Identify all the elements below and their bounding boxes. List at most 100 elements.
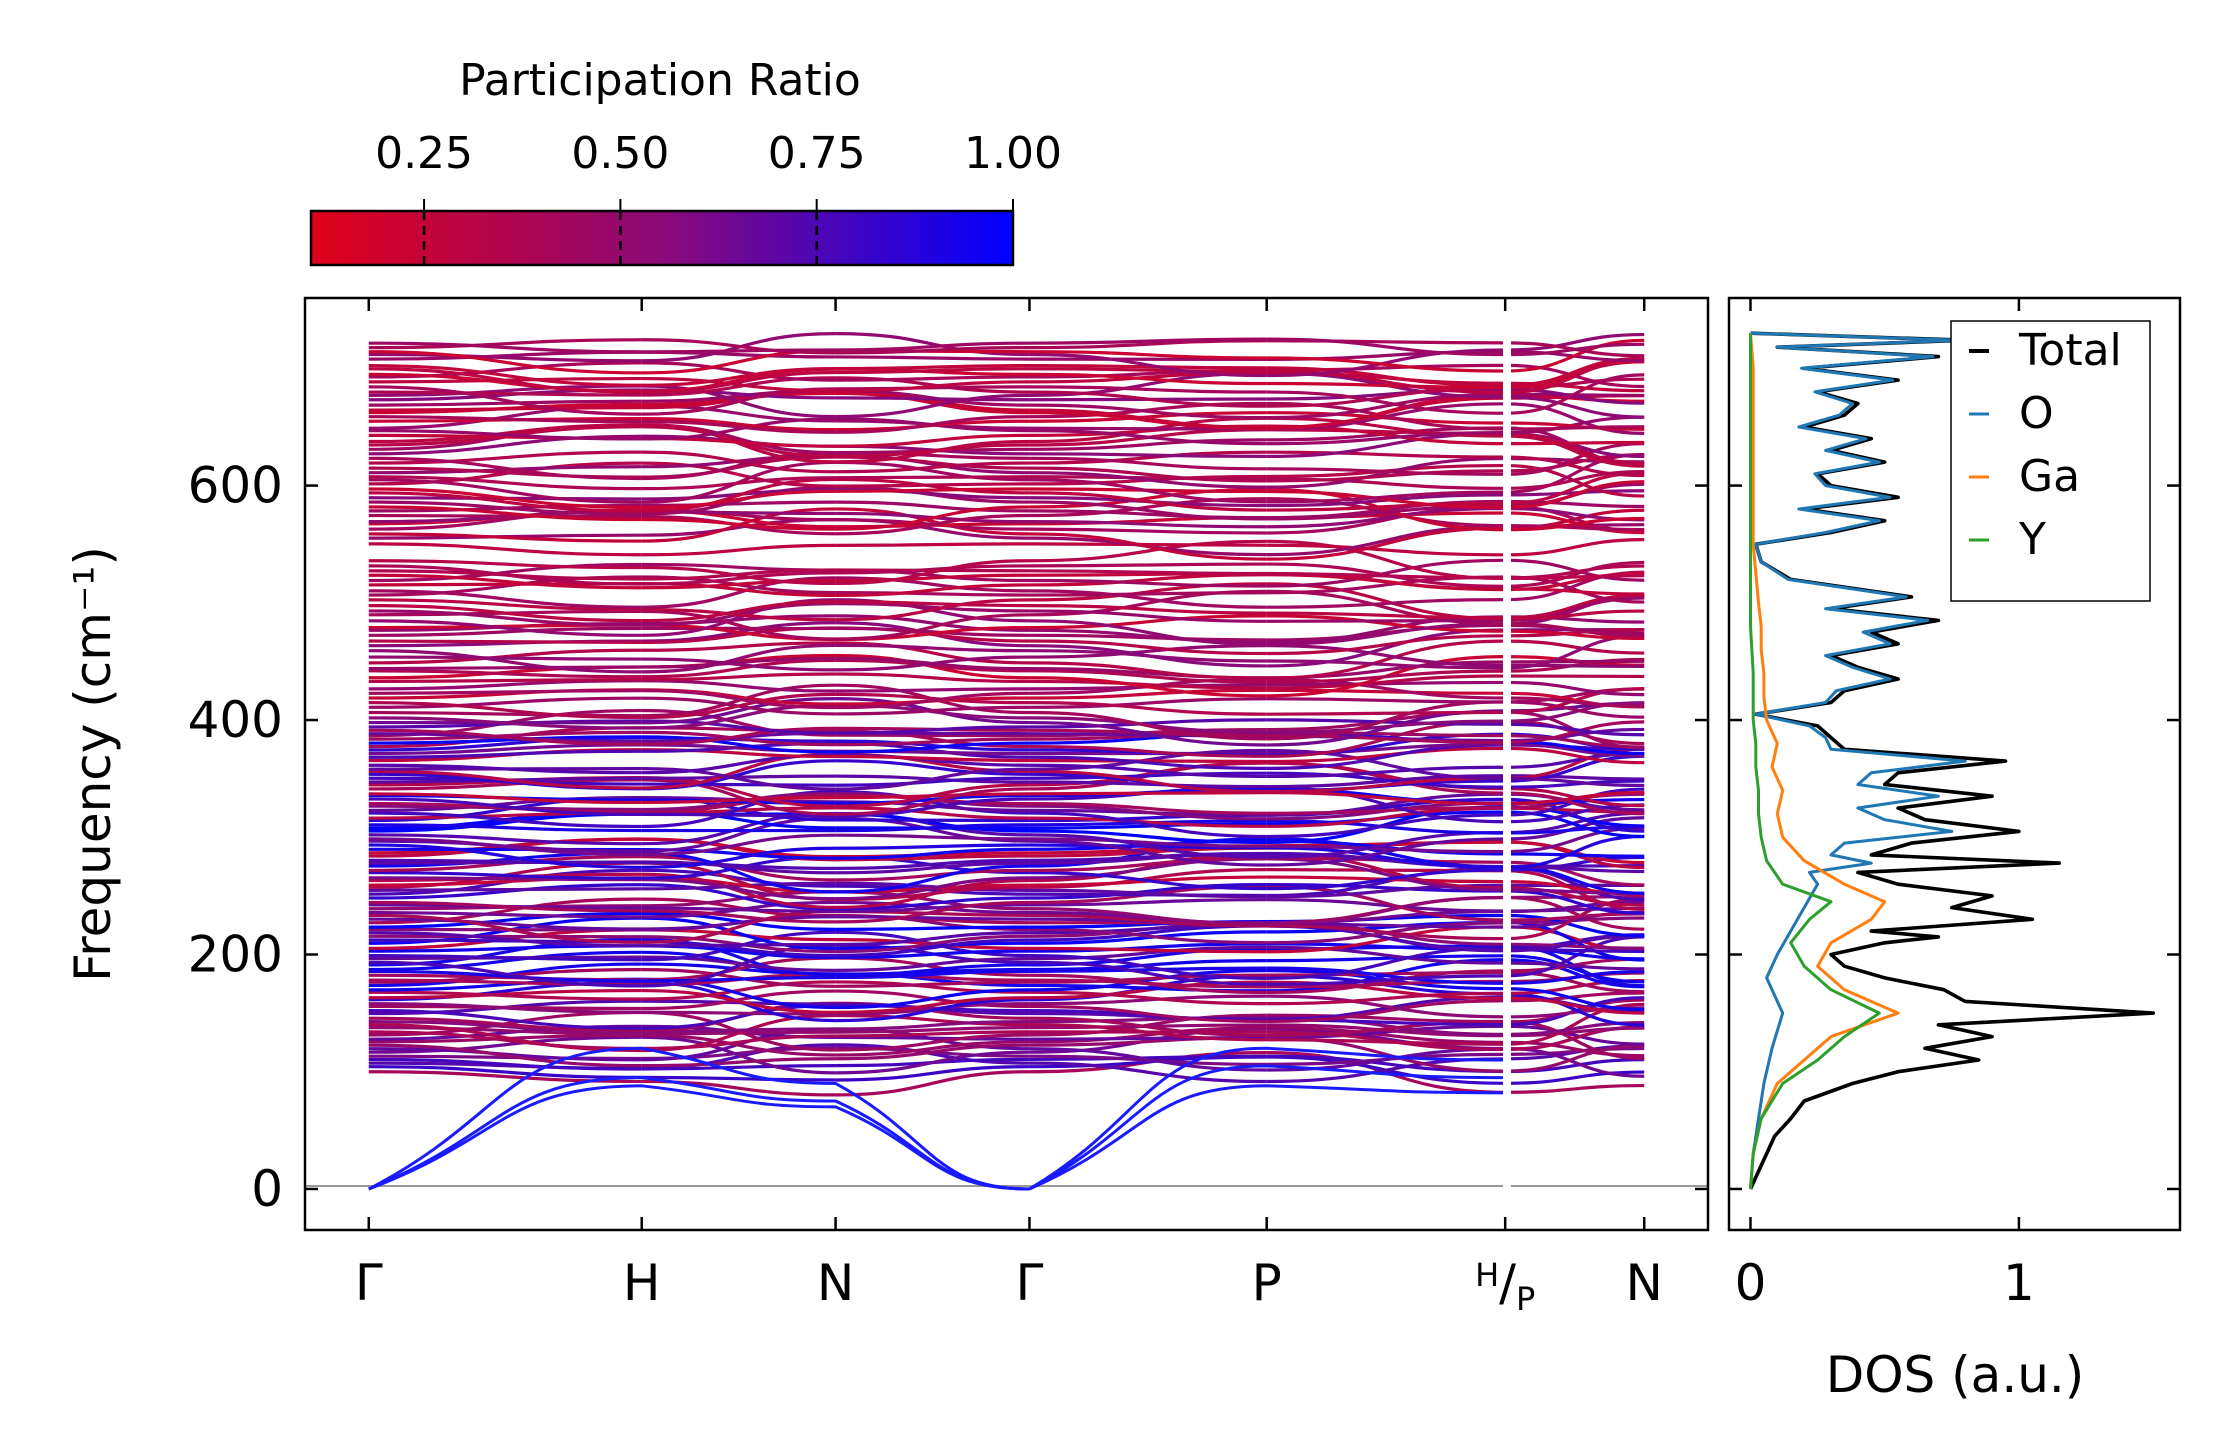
optical-branch-segment (641, 607, 836, 622)
optical-branch-segment (641, 897, 836, 918)
optical-branch-segment (835, 864, 1030, 894)
optical-branch-segment (835, 793, 1030, 805)
optical-branch-segment (835, 455, 1030, 470)
optical-branch-segment (368, 604, 642, 623)
dos-axes-frame (1727, 296, 2182, 1232)
optical-branch-segment (641, 1013, 836, 1053)
optical-branch-segment (641, 658, 836, 679)
optical-branch-segment (368, 456, 642, 481)
optical-branch-segment (1505, 852, 1645, 858)
optical-branch-segment (641, 689, 836, 710)
optical-branch-segment (641, 609, 836, 641)
optical-branch-segment (641, 476, 836, 491)
optical-branch-segment (368, 795, 642, 812)
optical-branch-segment (1029, 1026, 1267, 1044)
legend-label: O (2019, 388, 2054, 439)
optical-branch-segment (1266, 1026, 1506, 1044)
band-y-tick-label: 600 (188, 457, 283, 515)
acoustic-branch (1028, 1084, 1506, 1191)
optical-branch-segment (641, 367, 836, 387)
optical-branch-segment (1266, 356, 1506, 373)
optical-branch-segment (641, 376, 836, 393)
optical-branch-segment (835, 1026, 1030, 1034)
optical-branch-segment (1029, 408, 1267, 430)
optical-branch-segment (1029, 452, 1267, 459)
optical-branch-segment (368, 619, 642, 637)
optical-branch-segment (1266, 924, 1506, 941)
optical-branch-segment (1029, 868, 1267, 889)
optical-branch-segment (835, 375, 1030, 382)
optical-branch-segment (1505, 639, 1645, 655)
optical-branch-segment (1029, 337, 1267, 345)
optical-branch-segment (641, 726, 836, 746)
optical-branch-segment (835, 692, 1030, 705)
kpoint-label: Γ (355, 1254, 383, 1312)
optical-branch-segment (1029, 688, 1267, 700)
optical-branch-segment (1029, 429, 1267, 446)
optical-branch-segment (1266, 659, 1506, 670)
optical-branch-segment (368, 450, 642, 465)
optical-branch-segment (835, 938, 1030, 958)
optical-branch-segment (1505, 342, 1645, 357)
optical-branch-segment (1029, 614, 1267, 630)
optical-branch-segment (835, 1043, 1030, 1065)
optical-branch-segment (368, 500, 642, 516)
optical-branch-segment (1505, 791, 1645, 816)
optical-branch-segment (835, 364, 1030, 371)
optical-branch-segment (1029, 644, 1267, 659)
optical-branch-segment (835, 957, 1030, 972)
optical-branch-segment (1029, 456, 1267, 471)
optical-branch-segment (1505, 1024, 1645, 1046)
optical-branch-segment (368, 735, 642, 745)
optical-branch-segment (368, 990, 642, 1001)
optical-branch-segment (641, 370, 836, 394)
optical-branch-segment (835, 797, 1030, 818)
optical-branch-segment (368, 811, 642, 829)
optical-branch-segment (368, 843, 642, 869)
optical-branch-segment (641, 1064, 836, 1071)
optical-branch-segment (1505, 609, 1645, 621)
optical-branch-segment (1505, 942, 1645, 950)
optical-branch-segment (835, 858, 1030, 870)
optical-branch-segment (835, 878, 1030, 909)
optical-branch-segment (835, 934, 1030, 954)
optical-branch-segment (641, 1027, 836, 1033)
optical-branch-segment (835, 854, 1030, 862)
optical-branch-segment (368, 1009, 642, 1030)
optical-branch-segment (368, 406, 642, 412)
optical-branch-segment (835, 583, 1030, 597)
band-y-ticks: 0 200 400 600 (188, 457, 1708, 1218)
optical-branch-segment (835, 590, 1030, 597)
kpoint-label: N (1626, 1254, 1663, 1312)
legend-label: Total (2018, 325, 2122, 376)
optical-branch-segment (1266, 618, 1506, 623)
optical-branch-segment (1029, 527, 1267, 535)
colorbar-tick-label: 0.50 (571, 128, 669, 179)
kpoint-label: N (817, 1254, 854, 1312)
optical-branch-segment (368, 934, 642, 939)
optical-branch-segment (1266, 506, 1506, 529)
optical-branch-segment (835, 787, 1030, 816)
dos-x-tick-label: 1 (2003, 1254, 2035, 1312)
optical-branch-segment (835, 391, 1030, 415)
optical-branch-segment (1505, 860, 1645, 887)
optical-branch-segment (835, 876, 1030, 901)
optical-branch-segment (368, 960, 642, 988)
optical-branch-segment (1505, 913, 1645, 938)
optical-branch-segment (368, 931, 642, 948)
optical-branch-segment (1029, 907, 1267, 926)
optical-branch-segment (368, 876, 642, 882)
optical-branch-segment (641, 461, 836, 488)
optical-branch-segment (641, 812, 836, 818)
optical-branch-segment (368, 390, 642, 397)
optical-branch-segment (641, 778, 836, 816)
acoustic-branch (368, 1046, 1030, 1191)
optical-branch-segment (1266, 771, 1506, 789)
optical-branch-segment (368, 491, 642, 513)
optical-branch-segment (1266, 467, 1506, 476)
band-y-tick-label: 0 (251, 1160, 283, 1218)
optical-branch-segment (368, 384, 642, 397)
optical-branch-segment (835, 598, 1030, 622)
optical-branch-segment (1029, 679, 1267, 690)
optical-branch-segment (1029, 946, 1267, 954)
